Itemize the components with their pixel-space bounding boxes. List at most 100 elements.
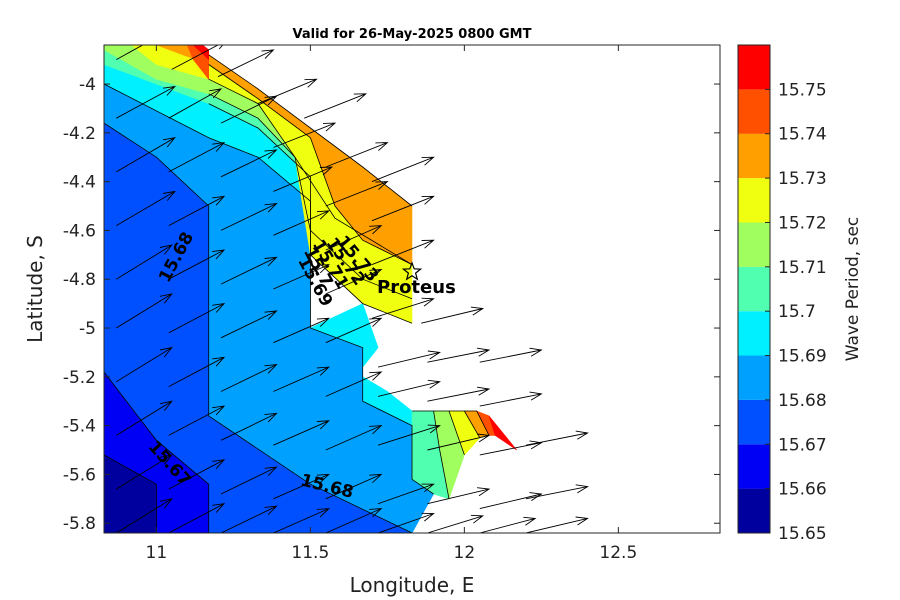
colorbar-swatch-4 bbox=[738, 311, 770, 356]
wave-vector-19 bbox=[220, 203, 278, 231]
wave-vector-50 bbox=[325, 425, 383, 451]
star-icon bbox=[401, 261, 423, 281]
y-tick-label-6: -5.2 bbox=[63, 368, 96, 388]
wave-vector-25 bbox=[220, 256, 278, 285]
colorbar-tick-label-8: 15.73 bbox=[778, 169, 827, 189]
contour-line-4 bbox=[208, 103, 413, 324]
y-tick-label-3: -4.6 bbox=[63, 221, 96, 241]
wave-vector-41 bbox=[273, 366, 330, 392]
wave-vector-66 bbox=[220, 505, 278, 533]
colorbar-swatch-8 bbox=[738, 133, 770, 179]
wave-vector-55 bbox=[116, 454, 173, 490]
wave-vector-65 bbox=[168, 503, 226, 533]
y-tick-label-5: -5 bbox=[79, 319, 96, 339]
colorbar-tick-label-4: 15.69 bbox=[778, 347, 827, 367]
wave-vector-22 bbox=[371, 239, 435, 266]
wave-vector-8 bbox=[273, 122, 337, 148]
wave-vector-64 bbox=[116, 498, 173, 533]
colorbar: 15.65 15.66 15.67 15.68 15.69 15.7 15.71 15.72 1… bbox=[737, 44, 827, 544]
wave-vector-72 bbox=[525, 516, 589, 533]
wave-vector-23 bbox=[116, 244, 173, 280]
wave-vector-40 bbox=[220, 364, 278, 392]
x-tick-label-0: 11 bbox=[146, 543, 168, 563]
colorbar-frame bbox=[737, 44, 771, 534]
contour-line-0 bbox=[104, 122, 413, 533]
colorbar-tick-label-3: 15.68 bbox=[778, 391, 827, 411]
wave-vector-1 bbox=[171, 45, 224, 70]
wave-vector-60 bbox=[377, 483, 435, 505]
contour-line-9 bbox=[412, 410, 450, 499]
x-tick-label-2: 12 bbox=[454, 543, 476, 563]
wave-vector-24 bbox=[168, 249, 226, 280]
colorbar-swatch-6 bbox=[738, 222, 770, 267]
colorbar-tick-label-6: 15.71 bbox=[778, 258, 827, 278]
x-tick-label-1: 11.5 bbox=[291, 543, 329, 563]
colorbar-tick-label-0: 15.65 bbox=[778, 524, 827, 544]
colorbar-label: Wave Period, sec bbox=[843, 217, 863, 362]
wave-vector-53 bbox=[479, 440, 543, 456]
wave-vector-71 bbox=[479, 516, 537, 533]
contour-line-6 bbox=[208, 78, 413, 265]
wave-vector-57 bbox=[220, 466, 278, 495]
y-tick-label-9: -5.8 bbox=[63, 514, 96, 534]
y-tick-label-1: -4.2 bbox=[63, 124, 96, 144]
wave-vector-12 bbox=[168, 141, 226, 173]
colorbar-swatch-7 bbox=[738, 178, 770, 223]
y-tick-label-8: -5.6 bbox=[63, 465, 96, 485]
y-tick-label-2: -4.4 bbox=[63, 173, 96, 193]
contour-line-3 bbox=[104, 454, 157, 533]
wave-vector-0 bbox=[116, 45, 144, 60]
colorbar-swatch-9 bbox=[738, 89, 770, 134]
wave-vector-39 bbox=[168, 356, 226, 387]
wave-vector-14 bbox=[273, 166, 334, 192]
y-axis-label: Latitude, S bbox=[23, 235, 47, 343]
x-axis: 11 11.5 12 12.5 bbox=[146, 45, 637, 563]
wave-vector-18 bbox=[168, 195, 226, 226]
wave-vector-69 bbox=[377, 512, 435, 533]
plot-frame bbox=[103, 44, 721, 534]
wave-vector-13 bbox=[220, 149, 278, 178]
colorbar-swatch-3 bbox=[738, 355, 770, 400]
wave-vector-38 bbox=[116, 346, 173, 383]
colorbar-tick-label-1: 15.66 bbox=[778, 480, 827, 500]
wave-vector-61 bbox=[427, 487, 491, 505]
wave-vector-5 bbox=[116, 85, 176, 119]
y-tick-label-0: -4 bbox=[79, 75, 96, 95]
wave-vector-2 bbox=[217, 49, 275, 78]
wave-vector-58 bbox=[273, 473, 330, 500]
wave-vector-63 bbox=[525, 484, 589, 500]
wave-vector-9 bbox=[325, 142, 389, 168]
wave-vector-34 bbox=[325, 317, 383, 344]
wave-vector-62 bbox=[479, 492, 543, 510]
x-axis-label: Longitude, E bbox=[350, 573, 475, 597]
wave-vector-20 bbox=[273, 210, 330, 236]
wave-vector-32 bbox=[220, 310, 278, 339]
chart-title: Valid for 26-May-2025 0800 GMT bbox=[293, 27, 532, 42]
wave-vector-27 bbox=[325, 268, 383, 295]
wave-vector-33 bbox=[273, 317, 330, 344]
wave-vector-49 bbox=[273, 420, 330, 446]
contour-line-2 bbox=[104, 371, 210, 533]
wave-vector-15 bbox=[325, 181, 389, 207]
wave-vector-67 bbox=[273, 508, 330, 533]
wave-vectors bbox=[116, 45, 589, 533]
contour-line-5 bbox=[208, 93, 413, 300]
contour-line-12 bbox=[464, 410, 490, 436]
wave-vector-56 bbox=[168, 459, 226, 490]
wave-vector-35 bbox=[377, 350, 441, 368]
y-axis: -4 -4.2 -4.4 -4.6 -4.8 -5 -5.2 -5.4 -5.6 -5.8 bbox=[63, 75, 720, 534]
wave-vector-48 bbox=[220, 412, 278, 441]
contour-line-8 bbox=[208, 54, 413, 207]
x-tick-label-3: 12.5 bbox=[599, 543, 637, 563]
contour-region-18 bbox=[488, 415, 517, 451]
wave-vector-59 bbox=[325, 473, 383, 500]
wave-vector-6 bbox=[168, 88, 223, 119]
wave-vector-36 bbox=[427, 347, 491, 363]
wave-vector-52 bbox=[427, 433, 491, 451]
colorbar-swatch-1 bbox=[738, 444, 770, 489]
contour-region-15 bbox=[186, 45, 209, 81]
wave-vector-17 bbox=[116, 190, 176, 226]
marker-group: Proteus bbox=[377, 261, 456, 298]
